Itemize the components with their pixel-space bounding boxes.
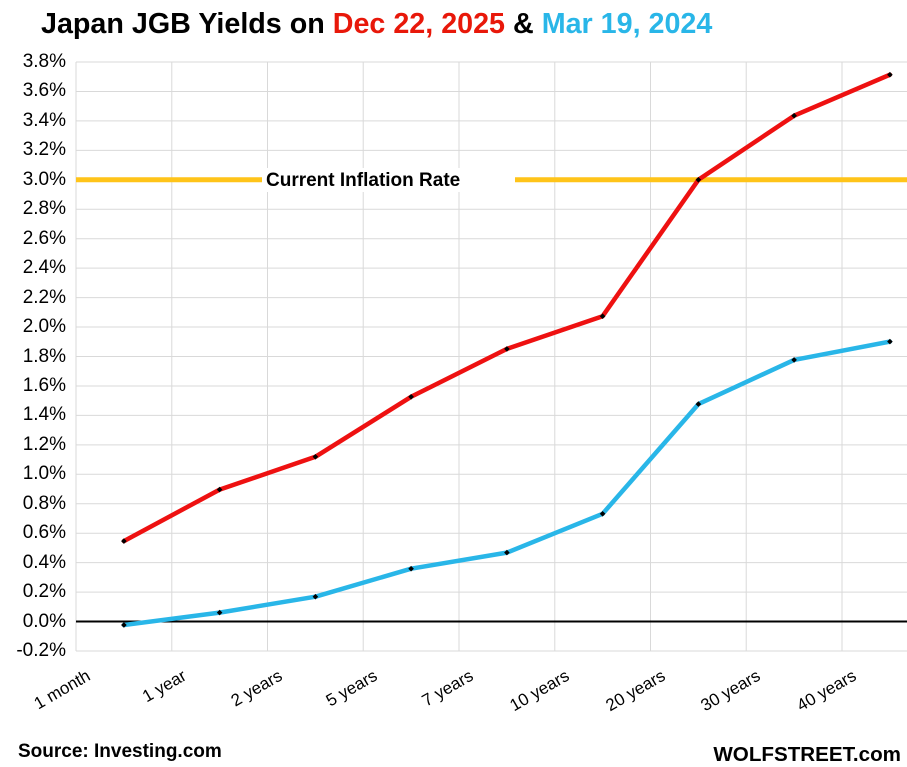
svg-text:Current Inflation Rate: Current Inflation Rate [266, 170, 460, 191]
